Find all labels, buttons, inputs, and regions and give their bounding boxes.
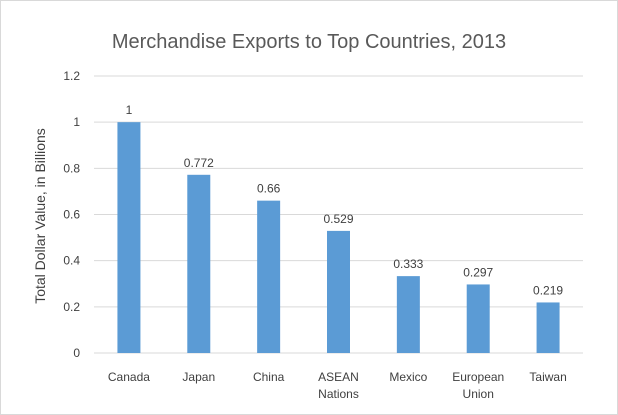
y-tick-label: 0.2 <box>63 300 80 314</box>
y-tick-label: 0 <box>73 346 80 360</box>
bar <box>257 200 281 353</box>
data-label: 0.529 <box>323 212 353 226</box>
bar <box>327 230 350 353</box>
category-label: Canada <box>108 370 150 384</box>
y-tick-labels: 0 0.2 0.4 0.6 0.8 1 1.2 <box>63 69 80 360</box>
bar <box>466 284 490 353</box>
category-label: Taiwan <box>529 370 566 384</box>
category-label: Mexico <box>389 370 427 384</box>
bars <box>117 122 560 354</box>
data-label: 0.297 <box>463 265 493 279</box>
y-tick-label: 0.6 <box>63 208 80 222</box>
bar <box>396 276 420 353</box>
data-label: 1 <box>126 103 133 117</box>
category-label: Japan <box>182 370 215 384</box>
data-label: 0.333 <box>393 257 423 271</box>
category-label: ASEAN <box>318 370 359 384</box>
category-label: China <box>253 370 285 384</box>
bar <box>187 174 211 353</box>
data-label: 0.219 <box>533 283 563 297</box>
data-label: 0.772 <box>184 156 214 170</box>
y-tick-label: 0.4 <box>63 254 80 268</box>
y-axis-label: Total Dollar Value, in Billions <box>32 128 48 304</box>
category-label: Union <box>463 387 494 401</box>
chart-title: Merchandise Exports to Top Countries, 20… <box>112 31 506 53</box>
y-tick-label: 1 <box>73 115 80 129</box>
bar <box>117 122 141 354</box>
bar <box>536 302 560 353</box>
data-label: 0.66 <box>257 182 281 196</box>
y-tick-label: 0.8 <box>63 161 80 175</box>
y-tick-label: 1.2 <box>63 69 80 83</box>
category-labels: Canada Japan China ASEAN Nations Mexico Europe… <box>108 370 567 401</box>
data-labels: 1 0.772 0.66 0.529 0.333 0.297 0.219 <box>126 103 564 297</box>
category-label: Nations <box>318 387 359 401</box>
category-label: European <box>452 370 504 384</box>
